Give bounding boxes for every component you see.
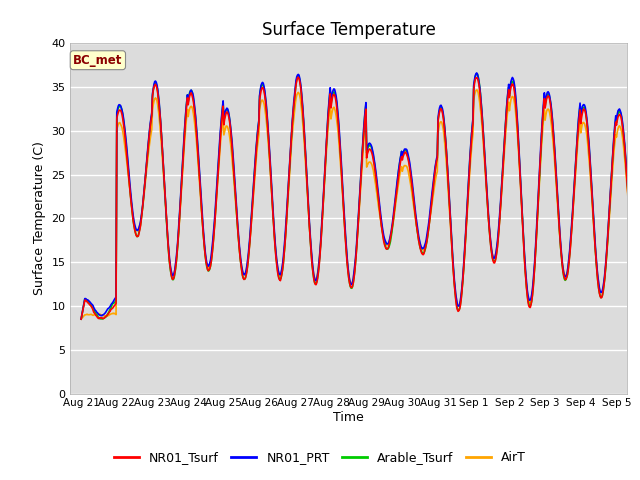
Line: NR01_Tsurf: NR01_Tsurf — [81, 77, 640, 319]
AirT — [277, 270, 285, 276]
NR01_Tsurf — [77, 316, 85, 322]
Line: AirT: AirT — [81, 90, 640, 319]
NR01_PRT — [457, 292, 465, 298]
X-axis label: Time: Time — [333, 411, 364, 424]
NR01_PRT — [249, 191, 257, 197]
AirT — [249, 200, 257, 206]
NR01_Tsurf — [294, 74, 302, 80]
NR01_Tsurf — [300, 118, 307, 123]
NR01_Tsurf — [277, 275, 285, 280]
Arable_Tsurf — [249, 193, 257, 199]
Arable_Tsurf — [144, 144, 152, 150]
Title: Surface Temperature: Surface Temperature — [262, 21, 436, 39]
AirT — [473, 87, 481, 93]
Arable_Tsurf — [277, 275, 285, 281]
AirT — [77, 316, 85, 322]
Arable_Tsurf — [473, 71, 481, 76]
Legend: NR01_Tsurf, NR01_PRT, Arable_Tsurf, AirT: NR01_Tsurf, NR01_PRT, Arable_Tsurf, AirT — [109, 446, 531, 469]
NR01_PRT — [299, 103, 307, 108]
NR01_PRT — [277, 269, 285, 275]
AirT — [144, 154, 152, 159]
NR01_PRT — [144, 143, 152, 148]
Arable_Tsurf — [425, 222, 433, 228]
Line: NR01_PRT: NR01_PRT — [81, 73, 640, 319]
NR01_PRT — [425, 217, 433, 223]
Line: Arable_Tsurf: Arable_Tsurf — [81, 73, 640, 319]
Arable_Tsurf — [457, 297, 465, 302]
NR01_Tsurf — [144, 145, 152, 151]
NR01_PRT — [473, 70, 481, 76]
Arable_Tsurf — [77, 316, 85, 322]
Text: BC_met: BC_met — [73, 54, 122, 67]
Arable_Tsurf — [299, 106, 307, 112]
AirT — [457, 293, 465, 299]
Y-axis label: Surface Temperature (C): Surface Temperature (C) — [33, 142, 46, 295]
NR01_Tsurf — [426, 216, 434, 222]
AirT — [299, 119, 307, 125]
NR01_Tsurf — [458, 289, 466, 295]
NR01_PRT — [77, 316, 85, 322]
NR01_Tsurf — [249, 197, 257, 203]
AirT — [425, 222, 433, 228]
